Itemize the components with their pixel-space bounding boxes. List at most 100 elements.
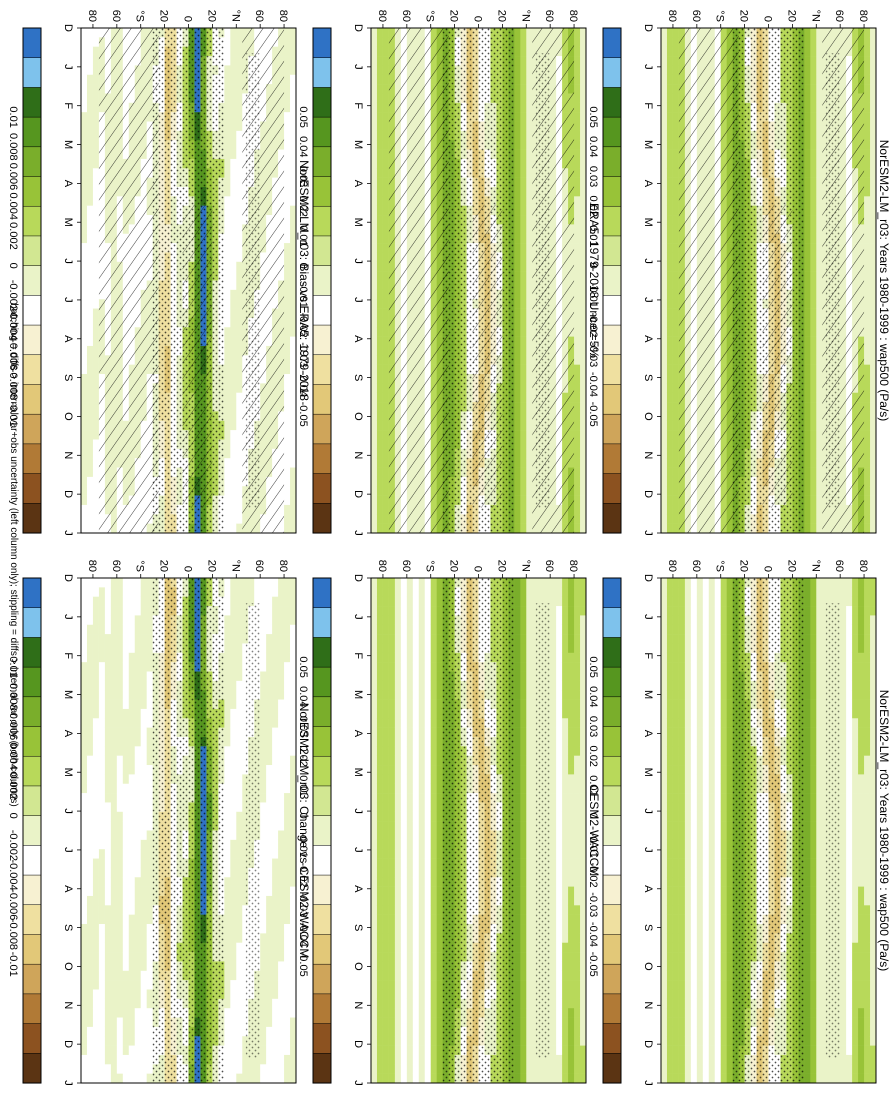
heatmap-cell — [720, 859, 726, 869]
x-tick-label: D — [642, 1040, 654, 1048]
heatmap-cell — [852, 859, 858, 869]
heatmap-cell — [852, 681, 858, 691]
heatmap-cell — [804, 896, 810, 906]
heatmap-cell — [726, 1018, 732, 1028]
heatmap-cell — [514, 262, 520, 272]
heatmap-cell — [846, 634, 852, 644]
heatmap-cell — [691, 653, 697, 663]
heatmap-cell — [685, 700, 691, 710]
heatmap-cell — [673, 206, 679, 216]
heatmap-cell — [661, 933, 667, 943]
heatmap-cell — [685, 980, 691, 990]
heatmap-cell — [714, 615, 720, 625]
heatmap-cell — [852, 924, 858, 934]
heatmap-cell — [703, 831, 709, 841]
heatmap-cell — [846, 849, 852, 859]
heatmap-cell — [697, 672, 703, 682]
x-tick-label: M — [642, 768, 654, 777]
heatmap-cell — [526, 243, 532, 253]
x-tick-label: F — [642, 652, 654, 659]
heatmap-cell — [667, 430, 673, 440]
heatmap-cell — [816, 615, 822, 625]
heatmap-cell — [816, 849, 822, 859]
y-tick-label: 60 — [690, 560, 702, 572]
heatmap-cell — [661, 643, 667, 653]
heatmap-cell — [708, 821, 714, 831]
heatmap-cell — [697, 924, 703, 934]
heatmap-cell — [804, 980, 810, 990]
heatmap-cell — [667, 458, 673, 468]
heatmap-cell — [526, 215, 532, 225]
heatmap-cell — [726, 980, 732, 990]
x-tick-label: O — [642, 412, 654, 421]
heatmap-cell — [667, 737, 673, 747]
heatmap-cell — [846, 840, 852, 850]
heatmap-cell — [661, 662, 667, 672]
heatmap-cell — [720, 877, 726, 887]
heatmap-cell — [804, 346, 810, 356]
heatmap-cell — [661, 187, 667, 197]
heatmap-cell — [580, 150, 586, 160]
heatmap-cell — [840, 989, 846, 999]
heatmap-cell — [673, 47, 679, 57]
heatmap-cell — [714, 728, 720, 738]
heatmap-cell — [870, 756, 876, 766]
heatmap-cell — [673, 196, 679, 206]
heatmap-cell — [691, 812, 697, 822]
heatmap-cell — [864, 597, 870, 607]
heatmap-cell — [685, 915, 691, 925]
heatmap-cell — [714, 793, 720, 803]
heatmap-cell — [804, 309, 810, 319]
heatmap-cell — [804, 168, 810, 178]
heatmap-cell — [691, 1008, 697, 1018]
heatmap-cell — [377, 47, 383, 57]
heatmap-cell — [816, 196, 822, 206]
heatmap-cell — [804, 700, 810, 710]
heatmap-cell — [816, 634, 822, 644]
heatmap-cell — [526, 224, 532, 234]
heatmap-cell — [870, 318, 876, 328]
heatmap-cell — [673, 252, 679, 262]
heatmap-cell — [661, 802, 667, 812]
heatmap-cell — [673, 681, 679, 691]
heatmap-cell — [714, 643, 720, 653]
heatmap-cell — [804, 1064, 810, 1074]
heatmap-cell — [691, 709, 697, 719]
heatmap-cell — [679, 634, 685, 644]
heatmap-cell — [852, 737, 858, 747]
heatmap-cell — [720, 989, 726, 999]
colorbar-swatch — [603, 414, 621, 444]
heatmap-cell — [846, 765, 852, 775]
heatmap-cell — [714, 756, 720, 766]
heatmap-cell — [703, 868, 709, 878]
heatmap-cell — [520, 150, 526, 160]
heatmap-cell — [810, 65, 816, 75]
heatmap-cell — [726, 877, 732, 887]
heatmap-cell — [708, 615, 714, 625]
heatmap-cell — [816, 1018, 822, 1028]
heatmap-cell — [720, 681, 726, 691]
heatmap-cell — [673, 877, 679, 887]
heatmap-cell — [673, 131, 679, 141]
heatmap-cell — [816, 28, 822, 38]
heatmap-cell — [714, 1064, 720, 1074]
y-tick-label: 80 — [666, 560, 678, 572]
heatmap-cell — [691, 840, 697, 850]
heatmap-cell — [520, 224, 526, 234]
heatmap-cell — [852, 672, 858, 682]
heatmap-cell — [864, 290, 870, 300]
heatmap-cell — [834, 1074, 840, 1084]
heatmap-cell — [720, 999, 726, 1009]
heatmap-cell — [383, 122, 389, 132]
heatmap-cell — [858, 700, 864, 710]
heatmap-cell — [714, 831, 720, 841]
heatmap-cell — [580, 28, 586, 38]
heatmap-cell — [840, 924, 846, 934]
heatmap-cell — [667, 224, 673, 234]
heatmap-cell — [864, 999, 870, 1009]
heatmap-cell — [816, 458, 822, 468]
heatmap-cell — [804, 496, 810, 506]
heatmap-cell — [816, 524, 822, 534]
heatmap-cell — [679, 728, 685, 738]
colorbar-swatch — [603, 786, 621, 816]
